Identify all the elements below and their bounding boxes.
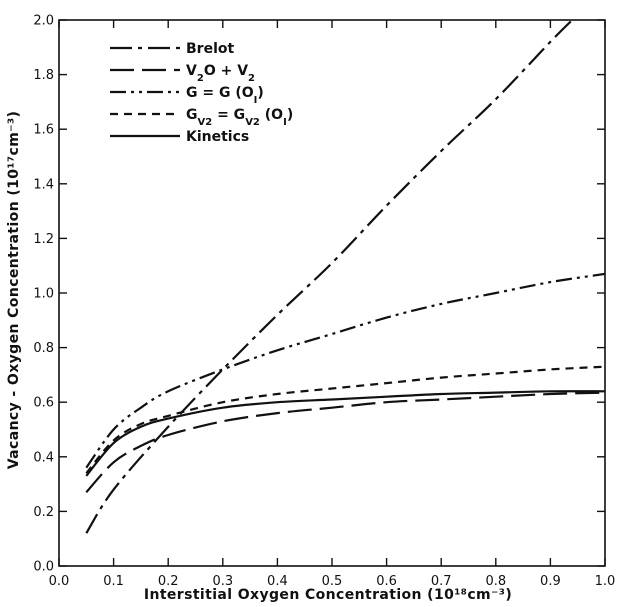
legend-label-brelot: Brelot: [186, 41, 234, 57]
x-tick-label: 0.1: [103, 574, 124, 589]
x-axis-label: Interstitial Oxygen Concentration (10¹⁸c…: [144, 587, 512, 603]
x-tick-label: 0.9: [540, 574, 561, 589]
x-tick-label: 0.5: [322, 574, 343, 589]
x-axis-ticks: 0.0 0.1 0.2 0.3 0.4 0.5 0.6 0.7 0.8 0.9 1.0: [49, 20, 616, 589]
y-tick-label: 1.8: [33, 68, 54, 83]
legend-label-kinetics: Kinetics: [186, 129, 249, 145]
x-tick-label: 0.2: [158, 574, 179, 589]
x-tick-label: 0.7: [431, 574, 452, 589]
y-tick-label: 1.2: [33, 232, 54, 247]
series-lines: [85, 20, 605, 534]
x-tick-label: 0.3: [212, 574, 233, 589]
x-tick-label: 0.8: [485, 574, 506, 589]
legend-label-g-v2-g-v2-o-i: GV2 = GV2 (OI): [186, 107, 293, 128]
series-line-g-v2-g-v2-o-i: [85, 365, 605, 474]
y-tick-label: 2.0: [33, 14, 54, 29]
series-line-g-g-o-i: [85, 272, 605, 469]
series-line-kinetics: [85, 390, 605, 477]
x-tick-label: 0.0: [49, 574, 70, 589]
y-tick-label: 1.0: [33, 287, 54, 302]
y-tick-label: 0.4: [33, 450, 54, 465]
x-tick-label: 0.6: [376, 574, 397, 589]
x-tick-label: 0.4: [267, 574, 288, 589]
series-line-brelot: [85, 20, 573, 534]
legend: Brelot V2O + V2G = G (OI)GV2 = GV2 (OI)Ki…: [110, 41, 293, 145]
legend-label-g-g-o-i: G = G (OI): [186, 85, 264, 106]
y-tick-label: 0.8: [33, 341, 54, 356]
y-tick-label: 1.6: [33, 123, 54, 138]
series-line-v-o-v: [85, 391, 605, 494]
plot-frame: [58, 19, 606, 567]
y-tick-label: 1.4: [33, 177, 54, 192]
y-tick-label: 0.2: [33, 505, 54, 520]
y-tick-label: 0.6: [33, 396, 54, 411]
x-tick-label: 1.0: [595, 574, 616, 589]
y-tick-label: 0.0: [33, 560, 54, 575]
legend-label-v-o-v: V2O + V2: [186, 63, 255, 84]
y-axis-ticks: 0.0 0.2 0.4 0.6 0.8 1.0 1.2 1.4 1.6 1.8 2.0: [33, 14, 605, 575]
plot-area-border: [58, 19, 606, 567]
y-axis-label: Vacancy - Oxygen Concentration (10¹⁷cm⁻³…: [6, 111, 22, 470]
